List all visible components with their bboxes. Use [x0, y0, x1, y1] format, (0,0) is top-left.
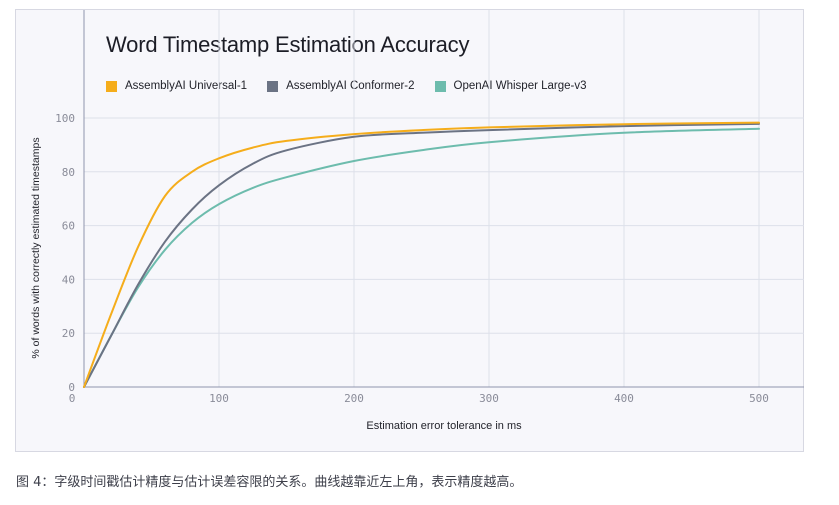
- grid-lines: [84, 10, 804, 387]
- series-conformer-2-line: [83, 122, 760, 388]
- y-tick-label-0: 0: [68, 381, 75, 394]
- legend-swatch-conformer-2: [267, 80, 279, 92]
- series-lines: [83, 121, 760, 388]
- y-tick-label-100: 100: [55, 112, 75, 125]
- y-tick-label-80: 80: [62, 166, 75, 179]
- legend-swatch-universal-1: [106, 80, 117, 92]
- x-tick-label-500: 500: [749, 392, 769, 405]
- y-axis-label: % of words with correctly estimated time…: [30, 137, 42, 359]
- y-tick-label-60: 60: [62, 220, 75, 233]
- x-tick-label-100: 100: [209, 392, 229, 405]
- x-axis-label: Estimation error tolerance in ms: [366, 420, 522, 432]
- series-whisper-large-v3-line: [83, 127, 760, 388]
- legend-label-whisper-large-v3: OpenAI Whisper Large-v3: [453, 80, 587, 92]
- chart-title: Word Timestamp Estimation Accuracy: [106, 32, 470, 57]
- y-tick-label-20: 20: [62, 327, 75, 340]
- axes: [83, 10, 804, 388]
- legend-label-universal-1: AssemblyAI Universal-1: [125, 80, 248, 92]
- figure-caption: 图 4：字级时间戳估计精度与估计误差容限的关系。曲线越靠近左上角，表示精度越高。: [16, 475, 523, 490]
- y-tick-label-40: 40: [62, 273, 75, 286]
- legend-swatch-whisper-large-v3: [434, 80, 446, 92]
- x-tick-label-0: 0: [69, 392, 76, 405]
- x-tick-label-200: 200: [344, 392, 364, 405]
- chart-legend: AssemblyAI Universal-1 AssemblyAI Confor…: [106, 80, 587, 92]
- legend-item-universal-1: AssemblyAI Universal-1: [106, 80, 247, 92]
- legend-item-conformer-2: AssemblyAI Conformer-2: [267, 80, 415, 92]
- series-universal-1-line: [83, 121, 760, 388]
- x-tick-label-400: 400: [614, 392, 634, 405]
- tick-labels: 0 20 40 60 80 100 100 200 300 400 500 0: [55, 112, 769, 405]
- x-tick-label-300: 300: [479, 392, 499, 405]
- legend-label-conformer-2: AssemblyAI Conformer-2: [286, 80, 415, 92]
- legend-item-whisper-large-v3: OpenAI Whisper Large-v3: [434, 80, 587, 92]
